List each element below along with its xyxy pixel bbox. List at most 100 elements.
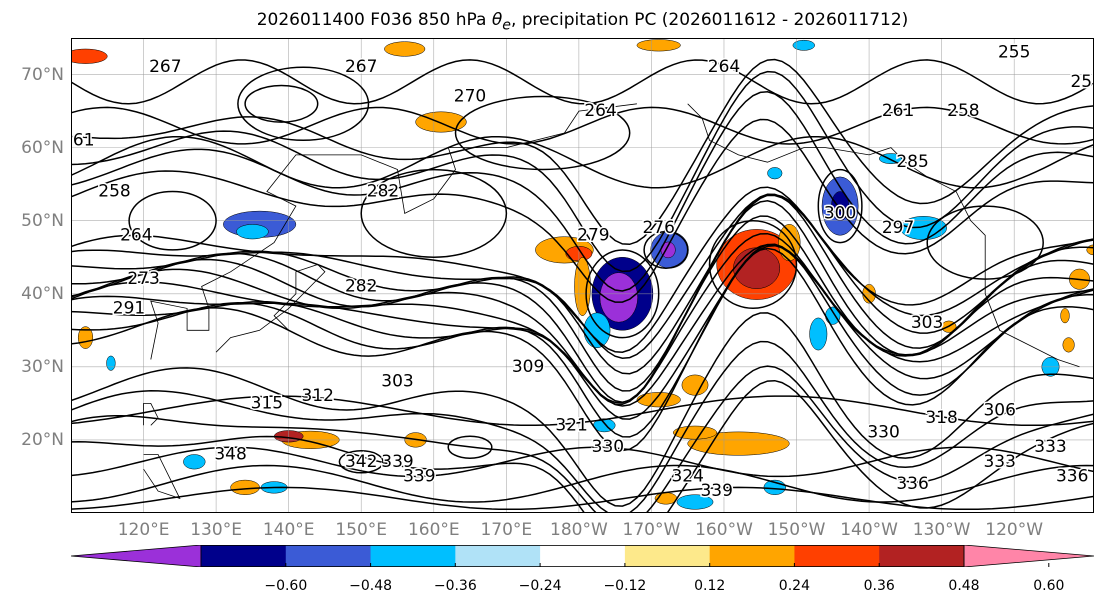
lat-tick-label: 70°N [21, 64, 64, 85]
colorbar-outline [200, 545, 965, 567]
theta-e-closed-contour [338, 450, 384, 474]
precip-pc-patch [599, 272, 638, 323]
colorbar-segment [879, 545, 965, 567]
theta-e-isentrope [71, 464, 1094, 503]
contour-label: 258 [98, 182, 130, 202]
theta-e-isentrope [71, 193, 1094, 375]
contour-label: 336 [896, 474, 928, 494]
lat-tick-label: 40°N [21, 283, 64, 304]
contour-label: 285 [896, 152, 928, 172]
theta-e-isentrope [71, 118, 1094, 303]
contour-label: 282 [367, 182, 399, 202]
lon-tick-label: 120°E [117, 520, 170, 540]
contour-label: 291 [113, 298, 145, 318]
colorbar-tick-label: 0.12 [694, 578, 726, 594]
contour-label: 312 [301, 386, 333, 406]
map-plot-area: 267 267 270 264 264 255 252 261 258 261 258 282 285 2… [71, 38, 1094, 513]
lon-tick-label: 150°W [767, 520, 826, 540]
contour-label: 324 [671, 467, 703, 487]
contour-label: 333 [983, 452, 1015, 472]
lon-tick-label: 170°W [622, 520, 681, 540]
contour-label: 321 [555, 415, 587, 435]
precip-pc-patch [230, 479, 260, 495]
precip-pc-patch [183, 454, 206, 470]
colorbar-segment [201, 545, 287, 567]
contour-label: 315 [251, 393, 283, 413]
contour-label: 300 [824, 203, 856, 223]
contour-label: 252 [1070, 72, 1094, 92]
colorbar-tick-label: 0.36 [863, 578, 895, 594]
contour-label: 264 [708, 57, 740, 77]
colorbar-tick-label: 0.24 [778, 578, 810, 594]
coastline [143, 403, 159, 426]
theta-e-isentrope [71, 106, 1094, 145]
theta-e-closed-contour [128, 190, 217, 251]
contour-label: 264 [584, 101, 616, 121]
theta-e-closed-contour [447, 435, 493, 459]
theta-e-isentrope [71, 232, 1094, 404]
theta-e-closed-contour [454, 95, 631, 171]
chart-title: 2026011400 F036 850 hPa θe, precipitatio… [0, 10, 1105, 33]
title-suffix: , precipitation PC (2026011612 - 2026011… [510, 10, 909, 30]
lat-tick-label: 60°N [21, 137, 64, 158]
precip-pc-patch [792, 39, 815, 51]
contour-label: 306 [983, 401, 1015, 421]
lon-tick-label: 140°E [262, 520, 315, 540]
lat-tick-label: 20°N [21, 429, 64, 450]
contour-label: 267 [345, 57, 377, 77]
contour-label: 297 [882, 218, 914, 238]
lon-tick-label: 170°E [480, 520, 533, 540]
contour-label: 282 [345, 277, 377, 297]
precip-pc-patch [687, 431, 790, 456]
lon-tick-label: 160°W [695, 520, 753, 540]
lon-tick-label: 140°W [840, 520, 898, 540]
contour-label: 303 [911, 313, 943, 333]
lon-tick-label: 120°W [985, 520, 1044, 540]
contour-label: 261 [882, 101, 914, 121]
theta-e-closed-contour [585, 249, 660, 339]
theta-e-isentrope [71, 59, 1094, 105]
contour-label: 330 [867, 423, 899, 443]
colorbar-segment [540, 545, 626, 567]
contour-label: 333 [1034, 437, 1066, 457]
theta-e-closed-contour [643, 230, 689, 269]
theta-e-closed-contour [237, 66, 370, 142]
precip-pc-patch [236, 224, 269, 240]
theta-e-isentrope [71, 70, 1094, 273]
lat-lon-gridlines [71, 38, 1094, 513]
contour-label: 261 [71, 130, 95, 150]
theta-e-contours [71, 58, 1094, 513]
contour-label: 276 [642, 218, 674, 238]
lat-tick-label: 30°N [21, 356, 64, 377]
colorbar-segment [709, 545, 795, 567]
theta-e-closed-contour [817, 168, 863, 244]
precip-pc-patch [384, 41, 426, 57]
precip-pc-patch [676, 494, 714, 510]
contour-label: 255 [998, 43, 1030, 63]
theta-e-isentrope [71, 243, 1094, 407]
contour-label: 339 [700, 481, 732, 501]
colorbar-segment [794, 545, 880, 567]
theta-subscript: e [502, 17, 511, 34]
lon-tick-label: 160°E [407, 520, 460, 540]
theta-e-isentrope [71, 486, 1094, 511]
precip-pc-patch [415, 111, 467, 133]
theta-e-isentrope [71, 247, 1094, 452]
theta-e-isentrope [71, 365, 1094, 513]
colorbar-tick-label: 0.60 [1033, 578, 1065, 594]
contour-label: 342 [345, 452, 377, 472]
theta-e-closed-contour [244, 84, 319, 123]
contour-label: 279 [577, 225, 609, 245]
colorbar-extend-high [963, 545, 1094, 567]
lon-tick-label: 130°W [912, 520, 971, 540]
contour-label: 258 [947, 101, 979, 121]
precip-pc-patch [809, 317, 828, 351]
precip-pc-patch [1060, 308, 1070, 324]
contour-label: 348 [214, 445, 246, 465]
theta-symbol: θ [491, 10, 503, 30]
theta-e-isentrope [71, 243, 1094, 438]
colorbar-segment [285, 545, 372, 567]
coastlines [143, 103, 1080, 500]
colorbar-segment [455, 545, 541, 567]
colorbar-tick-label: 0.48 [948, 578, 980, 594]
